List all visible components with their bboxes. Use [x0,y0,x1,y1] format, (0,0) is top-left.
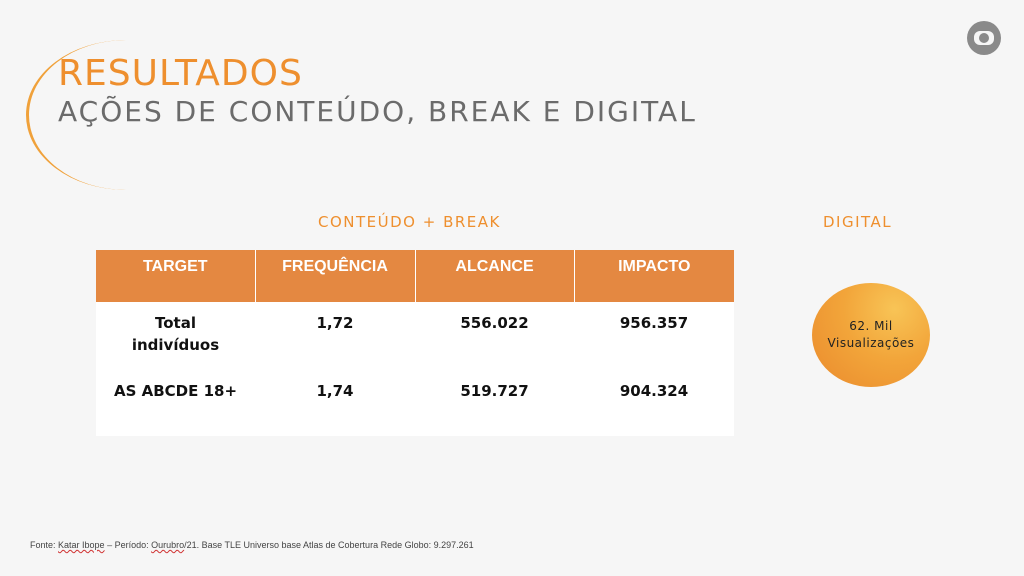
cell-target: Total indivíduos [131,314,220,354]
page-title: RESULTADOS [58,53,303,94]
section-label-digital: DIGITAL [823,213,893,231]
cell-alcance: 556.022 [460,314,529,332]
source-middle: – Período: [104,540,152,550]
cell-impacto: 956.357 [619,314,689,332]
column-header-alcance: ALCANCE [414,250,574,302]
source-footnote: Fonte: Katar Ibope – Período: Ourubro/21… [30,540,474,550]
source-suffix: /21. Base TLE Universo base Atlas de Cob… [184,540,474,550]
cell-frequencia: 1,74 [316,382,354,400]
decorative-arc [26,40,226,190]
cell-frequencia: 1,72 [316,314,354,332]
digital-views-text: 62. Mil Visualizações [827,319,915,350]
globo-logo-icon [967,21,1001,55]
table-header-row: TARGET FREQUÊNCIA ALCANCE IMPACTO [96,250,734,302]
source-name: Katar Ibope [58,540,105,550]
section-label-conteudo-break: CONTEÚDO + BREAK [318,213,501,231]
source-period: Ourubro [151,540,185,550]
page-subtitle: AÇÕES DE CONTEÚDO, BREAK E DIGITAL [58,95,697,128]
cell-impacto: 904.324 [619,382,689,400]
table-row: Total indivíduos 1,72 556.022 956.357 [96,302,734,374]
source-prefix: Fonte: [30,540,59,550]
cell-alcance: 519.727 [460,382,529,400]
results-table-container: TARGET FREQUÊNCIA ALCANCE IMPACTO Total … [96,250,734,436]
column-header-target: TARGET [96,250,255,302]
results-table: TARGET FREQUÊNCIA ALCANCE IMPACTO Total … [96,250,734,436]
column-header-impacto: IMPACTO [573,250,734,302]
cell-target: AS ABCDE 18+ [113,382,238,400]
column-header-frequencia: FREQUÊNCIA [254,250,415,302]
table-row: AS ABCDE 18+ 1,74 519.727 904.324 [96,374,734,436]
digital-views-badge: 62. Mil Visualizações [812,283,930,387]
